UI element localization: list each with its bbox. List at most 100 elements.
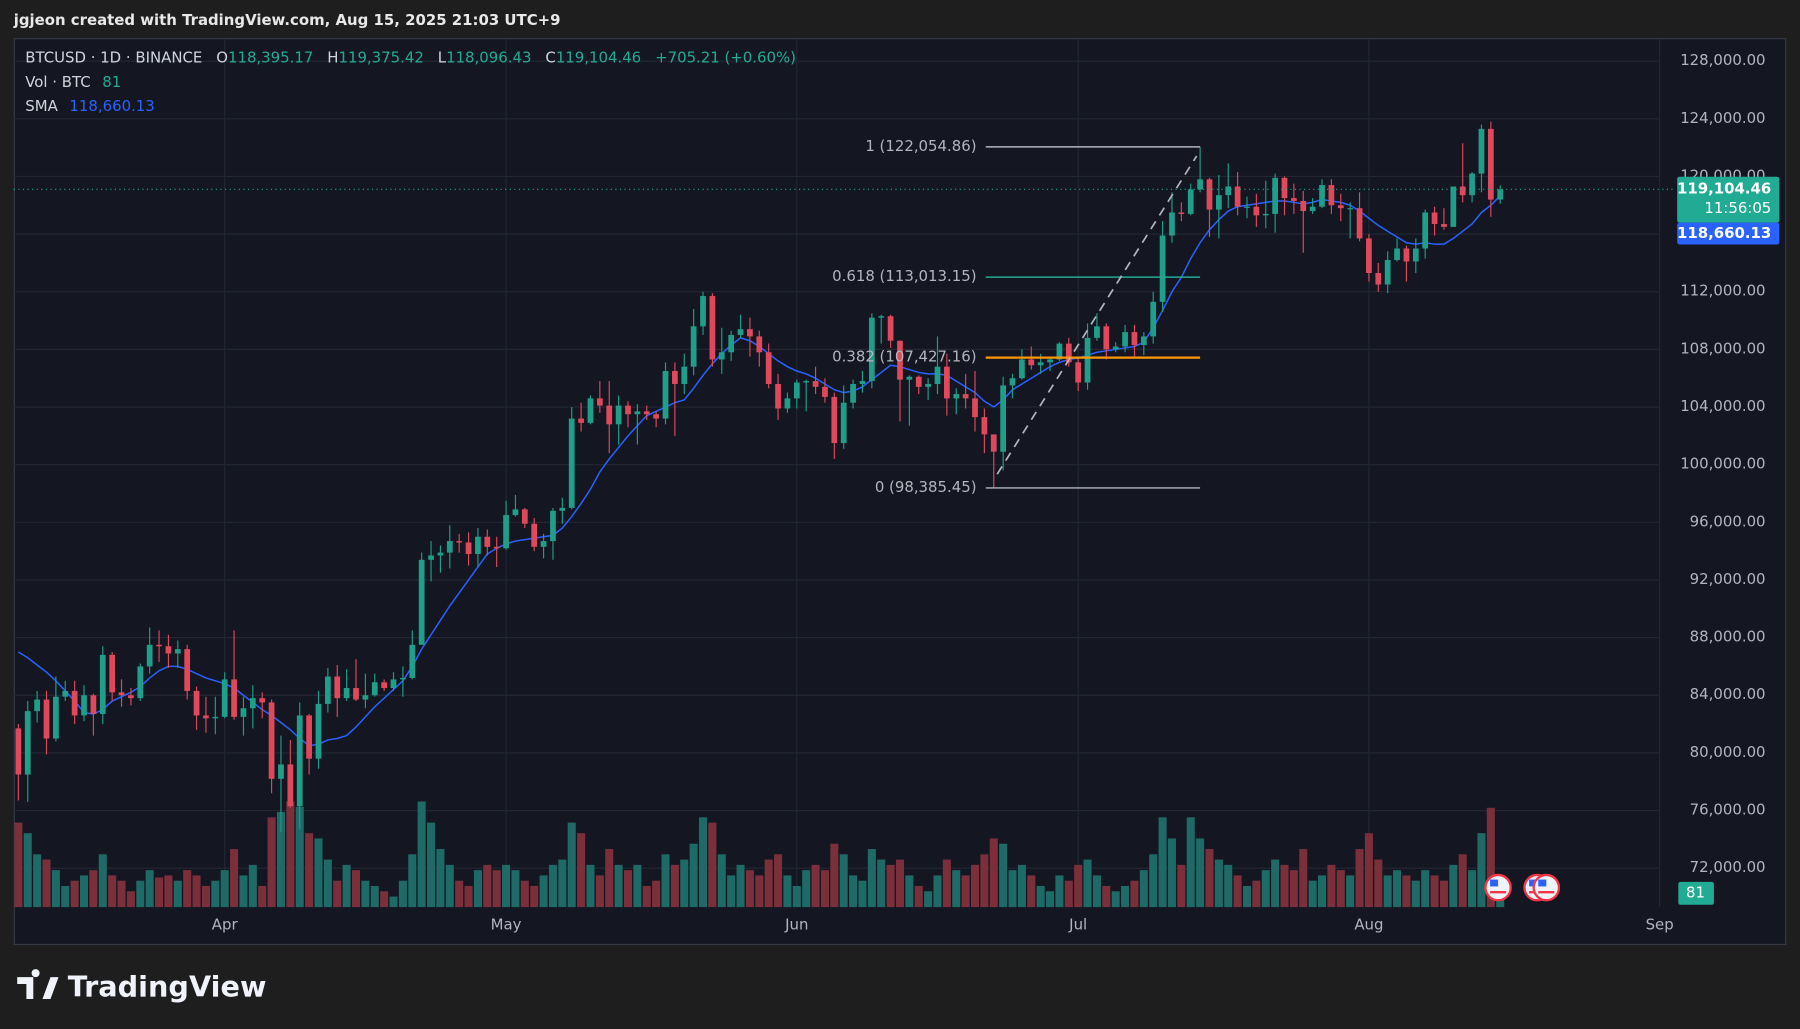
candle-body [146,644,153,667]
volume-bar [708,822,717,908]
candle-body [784,398,791,409]
volume-bar [839,854,848,908]
l-key: L [438,49,447,67]
volume-bar [858,880,867,908]
candle-body [1497,189,1504,200]
candle-body [128,695,134,699]
volume-bar [1017,864,1026,908]
volume-bar [1308,880,1317,908]
volume-bar [727,875,736,908]
candle-body [1450,186,1457,227]
candle-body [559,507,566,511]
candle-body [990,434,997,452]
volume-bar [427,822,436,908]
candle-body [812,381,819,387]
volume-bar [1468,870,1477,908]
y-tick-label: 88,000.00 [1690,628,1766,646]
brand-logo [17,969,59,999]
volume-bar [192,875,201,908]
x-tick-label: May [491,915,522,933]
volume-bar [783,875,792,908]
candle-body [1441,224,1447,227]
candle-body [1347,208,1354,210]
candle-body [278,764,284,779]
volume-bar [830,843,839,908]
h-value: 119,375.42 [338,49,423,67]
candle-body [1253,206,1260,216]
candle-body [1394,248,1400,261]
volume-bar [1214,859,1223,908]
candle-body [540,541,547,547]
candle-body [437,552,444,556]
volume-bar [351,870,361,908]
volume-bar [445,864,454,908]
candle-body [1094,326,1100,338]
volume-bar [314,838,323,908]
candle-body [353,688,359,700]
l-value: 118,096.43 [446,49,531,67]
volume-bar [201,885,210,908]
candle-body [1000,385,1007,452]
volume-bar [1458,854,1467,908]
candle-body [1412,248,1419,262]
volume-badge [1678,881,1714,905]
candle-body [334,676,341,699]
candle-body [1366,238,1372,274]
event-flag-canton [1529,879,1538,887]
volume-bar [1486,807,1495,908]
volume-bar [961,875,970,908]
volume-bar [1083,859,1092,908]
sma-badge-label: 118,660.13 [1677,224,1771,242]
volume-bar [305,833,314,908]
countdown: 11:56:05 [1704,199,1771,217]
c-key: C [545,49,555,67]
volume-bar [1299,849,1308,908]
volume-bar [792,885,801,908]
volume-bar [98,854,107,908]
volume-bar [895,859,904,908]
c-value: 119,104.46 [556,49,641,67]
candle-body [1047,359,1053,363]
candle-body [203,715,209,719]
candle-body [690,326,697,367]
candle-body [362,695,369,700]
volume-bar [586,864,595,908]
volume-bar [80,875,89,908]
volume-bar [155,877,164,908]
credit: jgjeon created with TradingView.com, Aug… [13,11,561,29]
candle-body [840,402,847,444]
volume-bar [1177,864,1186,908]
volume-bar [492,870,501,908]
candle-body [62,690,69,697]
volume-bar [802,870,811,908]
candle-body [475,536,481,555]
volume-bar [595,875,604,908]
candle-body [90,695,97,714]
candle-body [1187,189,1194,214]
candle-body [1225,186,1232,196]
volume-bar [1346,875,1355,908]
candle-body [1356,208,1363,239]
volume-bar [774,854,783,908]
volume-bar [1064,880,1073,908]
volume-bar [680,859,689,908]
volume-bar [398,880,407,908]
volume-bar [914,885,923,908]
volume-bar [1233,875,1242,908]
fib-trend [996,155,1198,475]
volume-bar [530,885,539,908]
candle-body [850,383,856,403]
sma-name: SMA [25,97,58,115]
volume-bar [23,833,32,908]
candle-body [1178,212,1185,214]
volume-bar [1130,880,1139,908]
volume-bar [511,870,520,908]
volume-bar [820,870,829,908]
volume-bar [361,880,370,908]
candle-body [240,708,247,717]
candle-body [550,510,556,542]
volume-bar [1393,870,1402,908]
change: +705.21 (+0.60%) [655,49,796,67]
candle-body [428,555,434,560]
volume-bar [502,864,511,908]
